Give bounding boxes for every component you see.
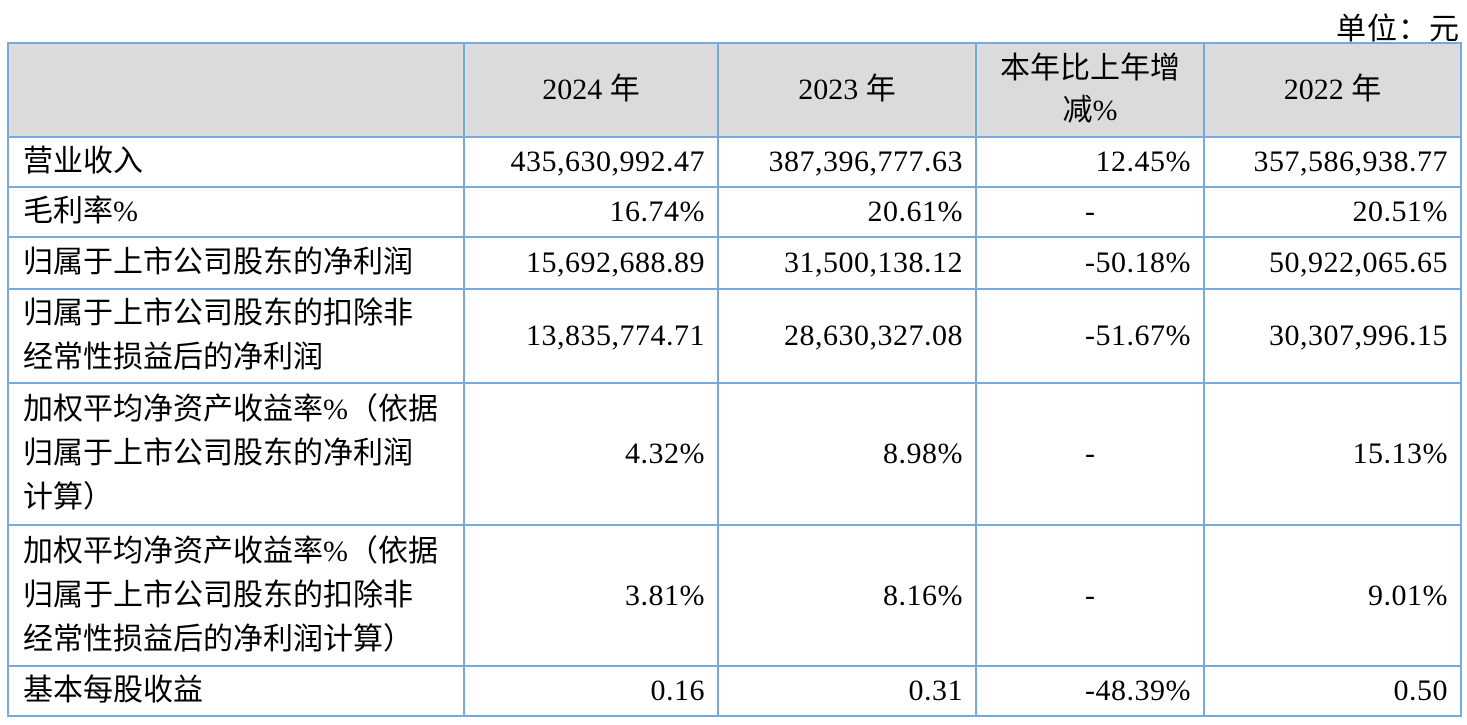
column-header: 2024 年: [463, 42, 719, 138]
table-row: 归属于上市公司股东的净利润 15,692,688.89 31,500,138.12-…: [7, 236, 1462, 290]
value-cell: 30,307,996.15: [1203, 288, 1462, 384]
row-label-cell: 毛利率%: [7, 186, 465, 238]
column-header-empty: [7, 42, 465, 138]
column-header: 2023 年: [717, 42, 977, 138]
row-label-cell: 归属于上市公司股东的净利润: [7, 236, 465, 290]
value-cell: 357,586,938.77: [1203, 136, 1462, 188]
row-label-cell: 加权平均净资产收益率%（依据 归属于上市公司股东的扣除非 经常性损益后的净利润计…: [7, 524, 465, 667]
row-label-cell: 基本每股收益: [7, 665, 465, 717]
table-row: 归属于上市公司股东的扣除非 经常性损益后的净利润 13,835,774.71 28,…: [7, 288, 1462, 384]
value-cell: 3.81%: [463, 524, 719, 667]
value-cell: 20.61%: [717, 186, 977, 238]
table-row: 毛利率% 16.74% 20.61% -20.51%: [7, 186, 1462, 238]
table-row: 营业收入 435,630,992.47 387,396,777.63 12.45% 35…: [7, 136, 1462, 188]
value-cell: 31,500,138.12: [717, 236, 977, 290]
value-cell: 15,692,688.89: [463, 236, 719, 290]
value-cell: 20.51%: [1203, 186, 1462, 238]
header-row: 2024 年 2023 年本年比上年增 减% 2022 年: [7, 42, 1462, 138]
value-cell: -51.67%: [975, 288, 1205, 384]
value-cell: 8.16%: [717, 524, 977, 667]
value-cell: 387,396,777.63: [717, 136, 977, 188]
table-header: 2024 年 2023 年本年比上年增 减% 2022 年: [7, 42, 1462, 138]
row-label-cell: 加权平均净资产收益率%（依据 归属于上市公司股东的净利润 计算）: [7, 382, 465, 526]
row-label-cell: 营业收入: [7, 136, 465, 188]
table-row: 加权平均净资产收益率%（依据 归属于上市公司股东的净利润 计算） 4.32% 8.9…: [7, 382, 1462, 526]
row-label-cell: 归属于上市公司股东的扣除非 经常性损益后的净利润: [7, 288, 465, 384]
value-cell: 0.31: [717, 665, 977, 717]
value-cell: 16.74%: [463, 186, 719, 238]
value-cell: 4.32%: [463, 382, 719, 526]
column-header: 本年比上年增 减%: [975, 42, 1205, 138]
value-cell: -48.39%: [975, 665, 1205, 717]
value-cell: -: [975, 382, 1205, 526]
value-cell: 50,922,065.65: [1203, 236, 1462, 290]
value-cell: 8.98%: [717, 382, 977, 526]
value-cell: -50.18%: [975, 236, 1205, 290]
value-cell: 15.13%: [1203, 382, 1462, 526]
value-cell: 435,630,992.47: [463, 136, 719, 188]
table-row: 加权平均净资产收益率%（依据 归属于上市公司股东的扣除非 经常性损益后的净利润计…: [7, 524, 1462, 667]
value-cell: 28,630,327.08: [717, 288, 977, 384]
value-cell: 0.50: [1203, 665, 1462, 717]
value-cell: -: [975, 186, 1205, 238]
unit-label: 单位：元: [1336, 13, 1460, 46]
value-cell: 12.45%: [975, 136, 1205, 188]
value-cell: 9.01%: [1203, 524, 1462, 667]
value-cell: -: [975, 524, 1205, 667]
column-header: 2022 年: [1203, 42, 1462, 138]
table-row: 基本每股收益 0.16 0.31 -48.39% 0.50: [7, 665, 1462, 717]
value-cell: 0.16: [463, 665, 719, 717]
table-body: 营业收入 435,630,992.47 387,396,777.63 12.45% 35…: [7, 136, 1462, 717]
financial-summary-table: 2024 年 2023 年本年比上年增 减% 2022 年 营业收入 435,630,…: [7, 42, 1462, 717]
value-cell: 13,835,774.71: [463, 288, 719, 384]
